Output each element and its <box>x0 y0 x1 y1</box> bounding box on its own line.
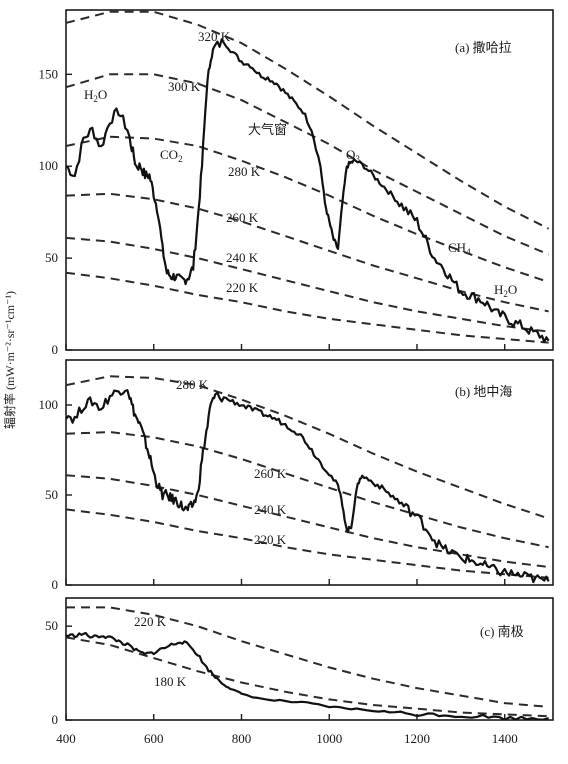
plot-area <box>66 10 550 344</box>
planck-label-220k-b: 220 K <box>254 532 287 547</box>
x-tick-label: 600 <box>144 731 164 746</box>
planck-label-260k: 260 K <box>226 210 259 225</box>
panel-b-label: (b) 地中海 <box>455 384 512 399</box>
annotation-h2o-right-sub: 2 <box>503 289 508 299</box>
y-tick-label: 50 <box>45 487 58 502</box>
annotation-h2o-left: H2O <box>84 87 107 104</box>
annotation-co2-text: CO <box>160 147 178 162</box>
planck-curve-280k <box>66 375 549 520</box>
annotation-h2o-right-o: O <box>508 282 517 297</box>
planck-label-300k: 300 K <box>168 79 201 94</box>
x-tick-label: 400 <box>56 731 76 746</box>
planck-curve-260k <box>66 192 549 313</box>
planck-label-220k-c: 220 K <box>134 614 167 629</box>
planck-label-220k: 220 K <box>226 280 259 295</box>
planck-curve-320k <box>66 10 550 230</box>
annotation-co2: CO2 <box>160 147 183 164</box>
x-tick-label: 1000 <box>316 731 342 746</box>
y-tick-label: 0 <box>52 712 59 727</box>
panel-b-marks: 0 50 100 <box>39 375 550 592</box>
annotation-o3-sub: 3 <box>355 154 360 164</box>
planck-curve-220k <box>66 271 549 344</box>
annotation-h2o-right-text: H <box>494 282 503 297</box>
panel-c-frame <box>65 597 554 721</box>
y-tick-label: 50 <box>45 618 58 633</box>
annotation-h2o-left-o: O <box>98 87 107 102</box>
y-tick-label: 100 <box>39 397 59 412</box>
annotation-h2o-right: H2O <box>494 282 517 299</box>
y-tick-label: 50 <box>45 250 58 265</box>
panel-a-frame <box>65 9 554 351</box>
panel-c-marks: 0 50 <box>45 606 549 727</box>
panel-c-label: (c) 南极 <box>480 624 524 639</box>
planck-label-260k-b: 260 K <box>254 466 287 481</box>
plot-area <box>66 606 549 720</box>
panel-a-marks: 0 50 100 150 <box>39 10 550 357</box>
annotation-ch4-sub: 4 <box>466 247 471 257</box>
x-tick-label: 1400 <box>492 731 518 746</box>
planck-label-180k-c: 180 K <box>154 674 187 689</box>
planck-label-240k-b: 240 K <box>254 502 287 517</box>
annotation-h2o-left-text: H <box>84 87 93 102</box>
x-axis-tick-labels: 400 600 800 1000 1200 1400 <box>56 731 517 746</box>
annotation-h2o-left-sub: 2 <box>93 94 98 104</box>
y-tick-label: 100 <box>39 158 59 173</box>
y-tick-label: 0 <box>52 577 59 592</box>
y-axis-label: 辐射率 (mW·m⁻²·sr⁻¹cm⁻¹) <box>2 291 17 429</box>
planck-curve-220k <box>66 606 549 708</box>
panel-a: (a) 撒哈拉 320 K 300 K 280 K 260 K 240 K 22… <box>39 9 554 357</box>
y-tick-label: 150 <box>39 66 59 81</box>
x-tick-label: 800 <box>232 731 252 746</box>
planck-curve-180k <box>66 636 549 718</box>
panel-c: (c) 南极 220 K 180 K 0 50 <box>45 597 554 727</box>
measured-spectrum-line <box>66 631 549 720</box>
annotation-ch4-text: CH <box>448 240 466 255</box>
annotation-o3: O3 <box>346 147 360 164</box>
planck-curve-260k <box>66 430 549 549</box>
planck-label-240k: 240 K <box>226 250 259 265</box>
measured-spectrum-line <box>66 389 550 584</box>
planck-curve-280k <box>66 135 549 283</box>
panel-a-label: (a) 撒哈拉 <box>455 40 512 55</box>
x-tick-label: 1200 <box>404 731 430 746</box>
annotation-atmospheric-window: 大气窗 <box>248 122 287 137</box>
planck-curve-300k <box>66 73 549 256</box>
measured-spectrum-line <box>66 38 550 343</box>
planck-curve-220k <box>66 508 549 579</box>
y-tick-label: 0 <box>52 342 59 357</box>
planck-curve-240k <box>66 474 549 568</box>
planck-label-280k: 280 K <box>228 164 261 179</box>
plot-area <box>66 375 550 584</box>
annotation-o3-text: O <box>346 147 355 162</box>
annotation-ch4: CH4 <box>448 240 471 257</box>
panel-b-frame <box>65 359 554 586</box>
planck-curve-240k <box>66 236 549 333</box>
annotation-co2-sub: 2 <box>178 154 183 164</box>
